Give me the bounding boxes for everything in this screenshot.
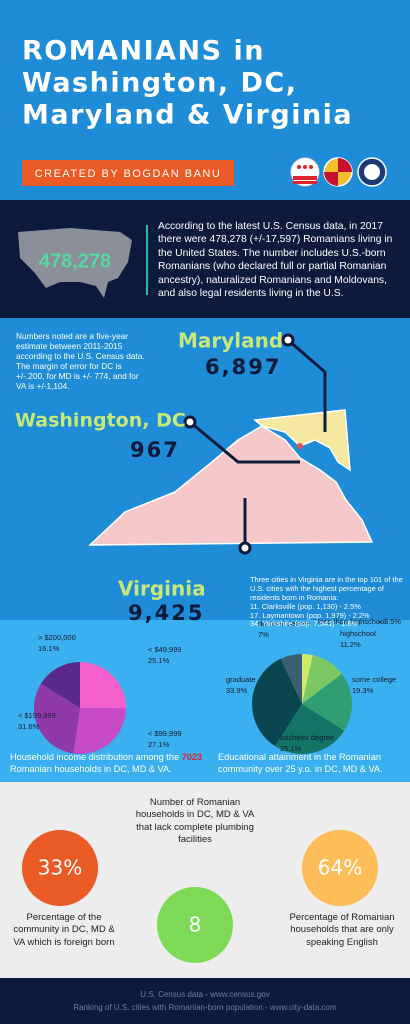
slice-label: some college bbox=[352, 675, 396, 684]
city: 11. Clarksville (pop. 1,130) - 2.5% bbox=[250, 601, 361, 611]
slice-value: 25.1% bbox=[148, 656, 170, 665]
income-caption: Household income distribution among the … bbox=[10, 752, 205, 776]
stat-circle bbox=[157, 887, 233, 963]
state-name: Maryland bbox=[178, 329, 283, 353]
state-name: Washington, DC bbox=[15, 410, 186, 432]
pie-slice bbox=[302, 673, 352, 731]
state-population: 967 bbox=[130, 438, 180, 462]
stat-value: 64% bbox=[318, 856, 362, 880]
slice-label: < $49,999 bbox=[148, 645, 182, 654]
dc-star bbox=[303, 165, 307, 169]
title-line: ROMANIANS in bbox=[22, 36, 265, 67]
slice-value: 11.2% bbox=[340, 640, 361, 649]
stat-value: 8 bbox=[189, 913, 202, 937]
caption-text: Household income distribution among the bbox=[10, 752, 180, 762]
slice-label: less than highschool bbox=[318, 617, 386, 626]
pie-slice bbox=[274, 704, 345, 755]
va-seal bbox=[364, 164, 380, 180]
stat-text: Percentage of the community in DC, MD & … bbox=[13, 912, 115, 948]
slice-value: 19.3% bbox=[352, 686, 374, 695]
slice-value: 25.1% bbox=[280, 744, 302, 753]
stat-text: Percentage of Romanian households that a… bbox=[289, 912, 395, 948]
flags bbox=[290, 157, 387, 187]
pointer-line bbox=[287, 338, 327, 432]
state-population: 9,425 bbox=[128, 601, 204, 625]
total: 478,278 bbox=[39, 250, 111, 272]
slice-label: graduate bbox=[226, 675, 256, 684]
slice-value: 27.1% bbox=[148, 740, 170, 749]
pie-slice bbox=[73, 708, 126, 754]
stat-text: Number of Romanian households in DC, MD … bbox=[135, 797, 255, 846]
pie-slice bbox=[34, 683, 80, 754]
slice-label: bachelor degree bbox=[280, 733, 334, 742]
slice-value: 16.1% bbox=[38, 644, 60, 653]
dc-bar bbox=[293, 181, 317, 184]
dc-star bbox=[297, 165, 301, 169]
slice-value: 33.9% bbox=[226, 686, 248, 695]
credit: CREATED BY BOGDAN BANU bbox=[35, 168, 222, 180]
slice-label: < $199,999 bbox=[18, 711, 56, 720]
virginia-shape bbox=[88, 425, 374, 546]
pointer-dot bbox=[281, 333, 295, 347]
cities-intro: Three cities in Virginia are in the top … bbox=[250, 575, 403, 602]
slice-label: highschool bbox=[340, 629, 376, 638]
source: Ranking of U.S. cities with Romanian-bor… bbox=[73, 1003, 337, 1012]
md-quarter bbox=[324, 172, 338, 186]
title-line: Maryland & Virginia bbox=[22, 100, 353, 131]
dc-star bbox=[309, 165, 313, 169]
stat-value: 33% bbox=[38, 856, 82, 880]
cities: Three cities in Virginia are in the top … bbox=[250, 575, 406, 629]
pie-slice bbox=[280, 654, 302, 704]
slice-label: > $200,000 bbox=[38, 633, 76, 642]
pointer-line bbox=[189, 420, 300, 464]
pointer-dot bbox=[238, 541, 252, 555]
city: 17. Laymantown (pop. 1,979) - 2.2% bbox=[250, 610, 370, 620]
pie-slice bbox=[302, 654, 313, 704]
slice-label: < $99,999 bbox=[148, 729, 182, 738]
city: 34. Yorkshire (pop. 7,541) - 1.6% bbox=[250, 619, 359, 629]
note: Numbers noted are a five-year estimate b… bbox=[16, 331, 145, 391]
pie-slice bbox=[302, 655, 342, 704]
source: U.S. Census data - www.census.gov bbox=[140, 990, 269, 999]
footer-bg bbox=[0, 978, 410, 1024]
summary-text: According to the latest U.S. Census data… bbox=[158, 221, 393, 299]
pie-slice bbox=[40, 662, 80, 708]
slice-value: 31.6% bbox=[18, 722, 40, 731]
dc-bar bbox=[293, 176, 317, 180]
md-quarter bbox=[338, 158, 352, 172]
caption-highlight: 7023 bbox=[181, 752, 203, 762]
stat-circle bbox=[22, 830, 98, 906]
state-name: Virginia bbox=[118, 577, 206, 601]
us-map bbox=[18, 228, 132, 298]
education-caption: Educational attainment in the Romanian c… bbox=[218, 752, 383, 774]
title-line: Washington, DC, bbox=[22, 68, 297, 99]
pie-slice bbox=[80, 662, 127, 709]
dc-shape bbox=[297, 443, 303, 449]
slice-label: doctoral degree bbox=[258, 619, 310, 628]
stat-circle bbox=[302, 830, 378, 906]
pointer-dot bbox=[183, 415, 197, 429]
caption-text: Romanian households in DC, MD & VA. bbox=[10, 763, 172, 774]
pie-slice bbox=[251, 658, 302, 747]
slice-value: 7% bbox=[258, 630, 269, 639]
slice-value: 3.5% bbox=[384, 617, 401, 626]
state-population: 6,897 bbox=[205, 355, 281, 379]
credit-box bbox=[22, 160, 234, 186]
